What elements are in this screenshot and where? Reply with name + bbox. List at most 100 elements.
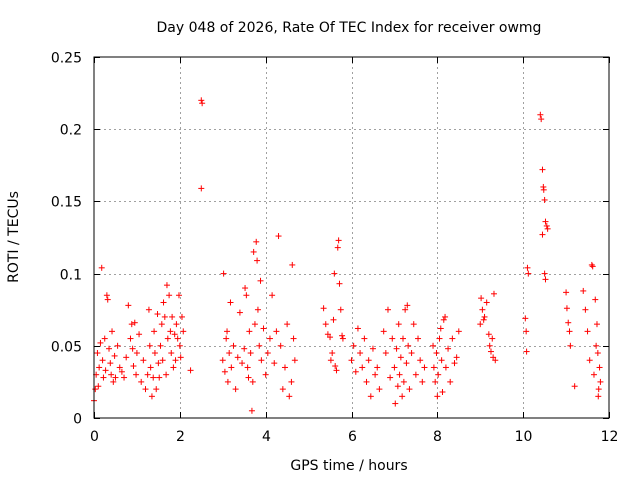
scatter-point [593,321,600,328]
scatter-point [524,264,531,271]
scatter-point [387,374,394,381]
scatter-point [131,319,138,326]
scatter-point [254,306,261,313]
chart-title: Day 048 of 2026, Rate Of TEC Index for r… [157,20,542,36]
scatter-point [180,328,187,335]
scatter-point [436,335,443,342]
scatter-point [244,364,251,371]
scatter-point [245,374,252,381]
scatter-point [451,360,458,367]
scatter-point [258,357,265,364]
scatter-point [541,196,548,203]
scatter-point [334,244,341,251]
scatter-point [540,186,547,193]
scatter-point [539,231,546,238]
scatter-point [442,364,449,371]
scatter-point [138,378,145,385]
scatter-point [384,306,391,313]
scatter-point [327,334,334,341]
scatter-point [236,309,243,316]
scatter-point [242,285,249,292]
scatter-point [588,261,595,268]
scatter-point [286,393,293,400]
scatter-point [394,383,401,390]
scatter-point [439,389,446,396]
scatter-point [480,316,487,323]
scatter-point [198,185,205,192]
scatter-point [525,270,532,277]
scatter-point [219,357,226,364]
scatter-point [361,335,368,342]
scatter-point [177,354,184,361]
y-axis-label: ROTI / TECUs [6,191,22,283]
scatter-point [228,364,235,371]
scatter-point [359,364,366,371]
scatter-point [232,386,239,393]
scatter-point [116,364,123,371]
scatter-point [595,393,602,400]
scatter-point [148,393,155,400]
scatter-point [566,328,573,335]
scatter-point [157,342,164,349]
y-tick-label: 0.05 [51,340,82,356]
scatter-point [442,313,449,320]
scatter-point [187,367,194,374]
scatter-point [151,350,158,357]
scatter-point [227,299,234,306]
scatter-point [537,111,544,118]
scatter-point [92,386,99,393]
scatter-point [239,360,246,367]
scatter-point [453,354,460,361]
scatter-point [406,386,413,393]
scatter-point [98,264,105,271]
scatter-point [167,328,174,335]
scatter-point [391,364,398,371]
scatter-point [400,378,407,385]
scatter-point [331,270,338,277]
scatter-point [437,325,444,332]
scatter-point [281,364,288,371]
scatter-point [395,321,402,328]
scatter-point [140,357,147,364]
scatter-point [174,335,181,342]
scatter-point [580,287,587,294]
scatter-point [544,225,551,232]
scatter-point [400,335,406,342]
scatter-point [95,383,102,390]
scatter-point [253,238,260,245]
scatter-point [396,371,403,378]
scatter-point [262,371,269,378]
scatter-point [538,116,545,123]
scatter-point [438,357,445,364]
x-axis-label: GPS time / hours [290,458,407,474]
scatter-point [142,386,149,393]
scatter-point [404,302,411,309]
scatter-point [256,342,263,349]
scatter-point [133,371,140,378]
scatter-point [586,357,593,364]
scatter-point [397,354,404,361]
scatter-point [592,296,599,303]
scatter-point [389,335,396,342]
scatter-point [288,378,295,385]
scatter-point [97,339,104,346]
scatter-point [133,350,140,357]
scatter-point [330,316,337,323]
scatter-point [522,315,529,322]
scatter-point [284,321,291,328]
scatter-point [234,354,241,361]
scatter-point [335,237,342,244]
scatter-point [156,374,163,381]
scatter-point [136,331,143,338]
scatter-point [128,321,135,328]
scatter-point [230,342,237,349]
scatter-point [405,342,412,349]
scatter-point [155,360,162,367]
scatter-point [251,321,258,328]
scatter-point [477,321,484,328]
scatter-point [582,306,589,313]
scatter-point [478,295,485,302]
scatter-point [449,335,456,342]
scatter-point [374,364,381,371]
scatter-point [220,270,227,277]
